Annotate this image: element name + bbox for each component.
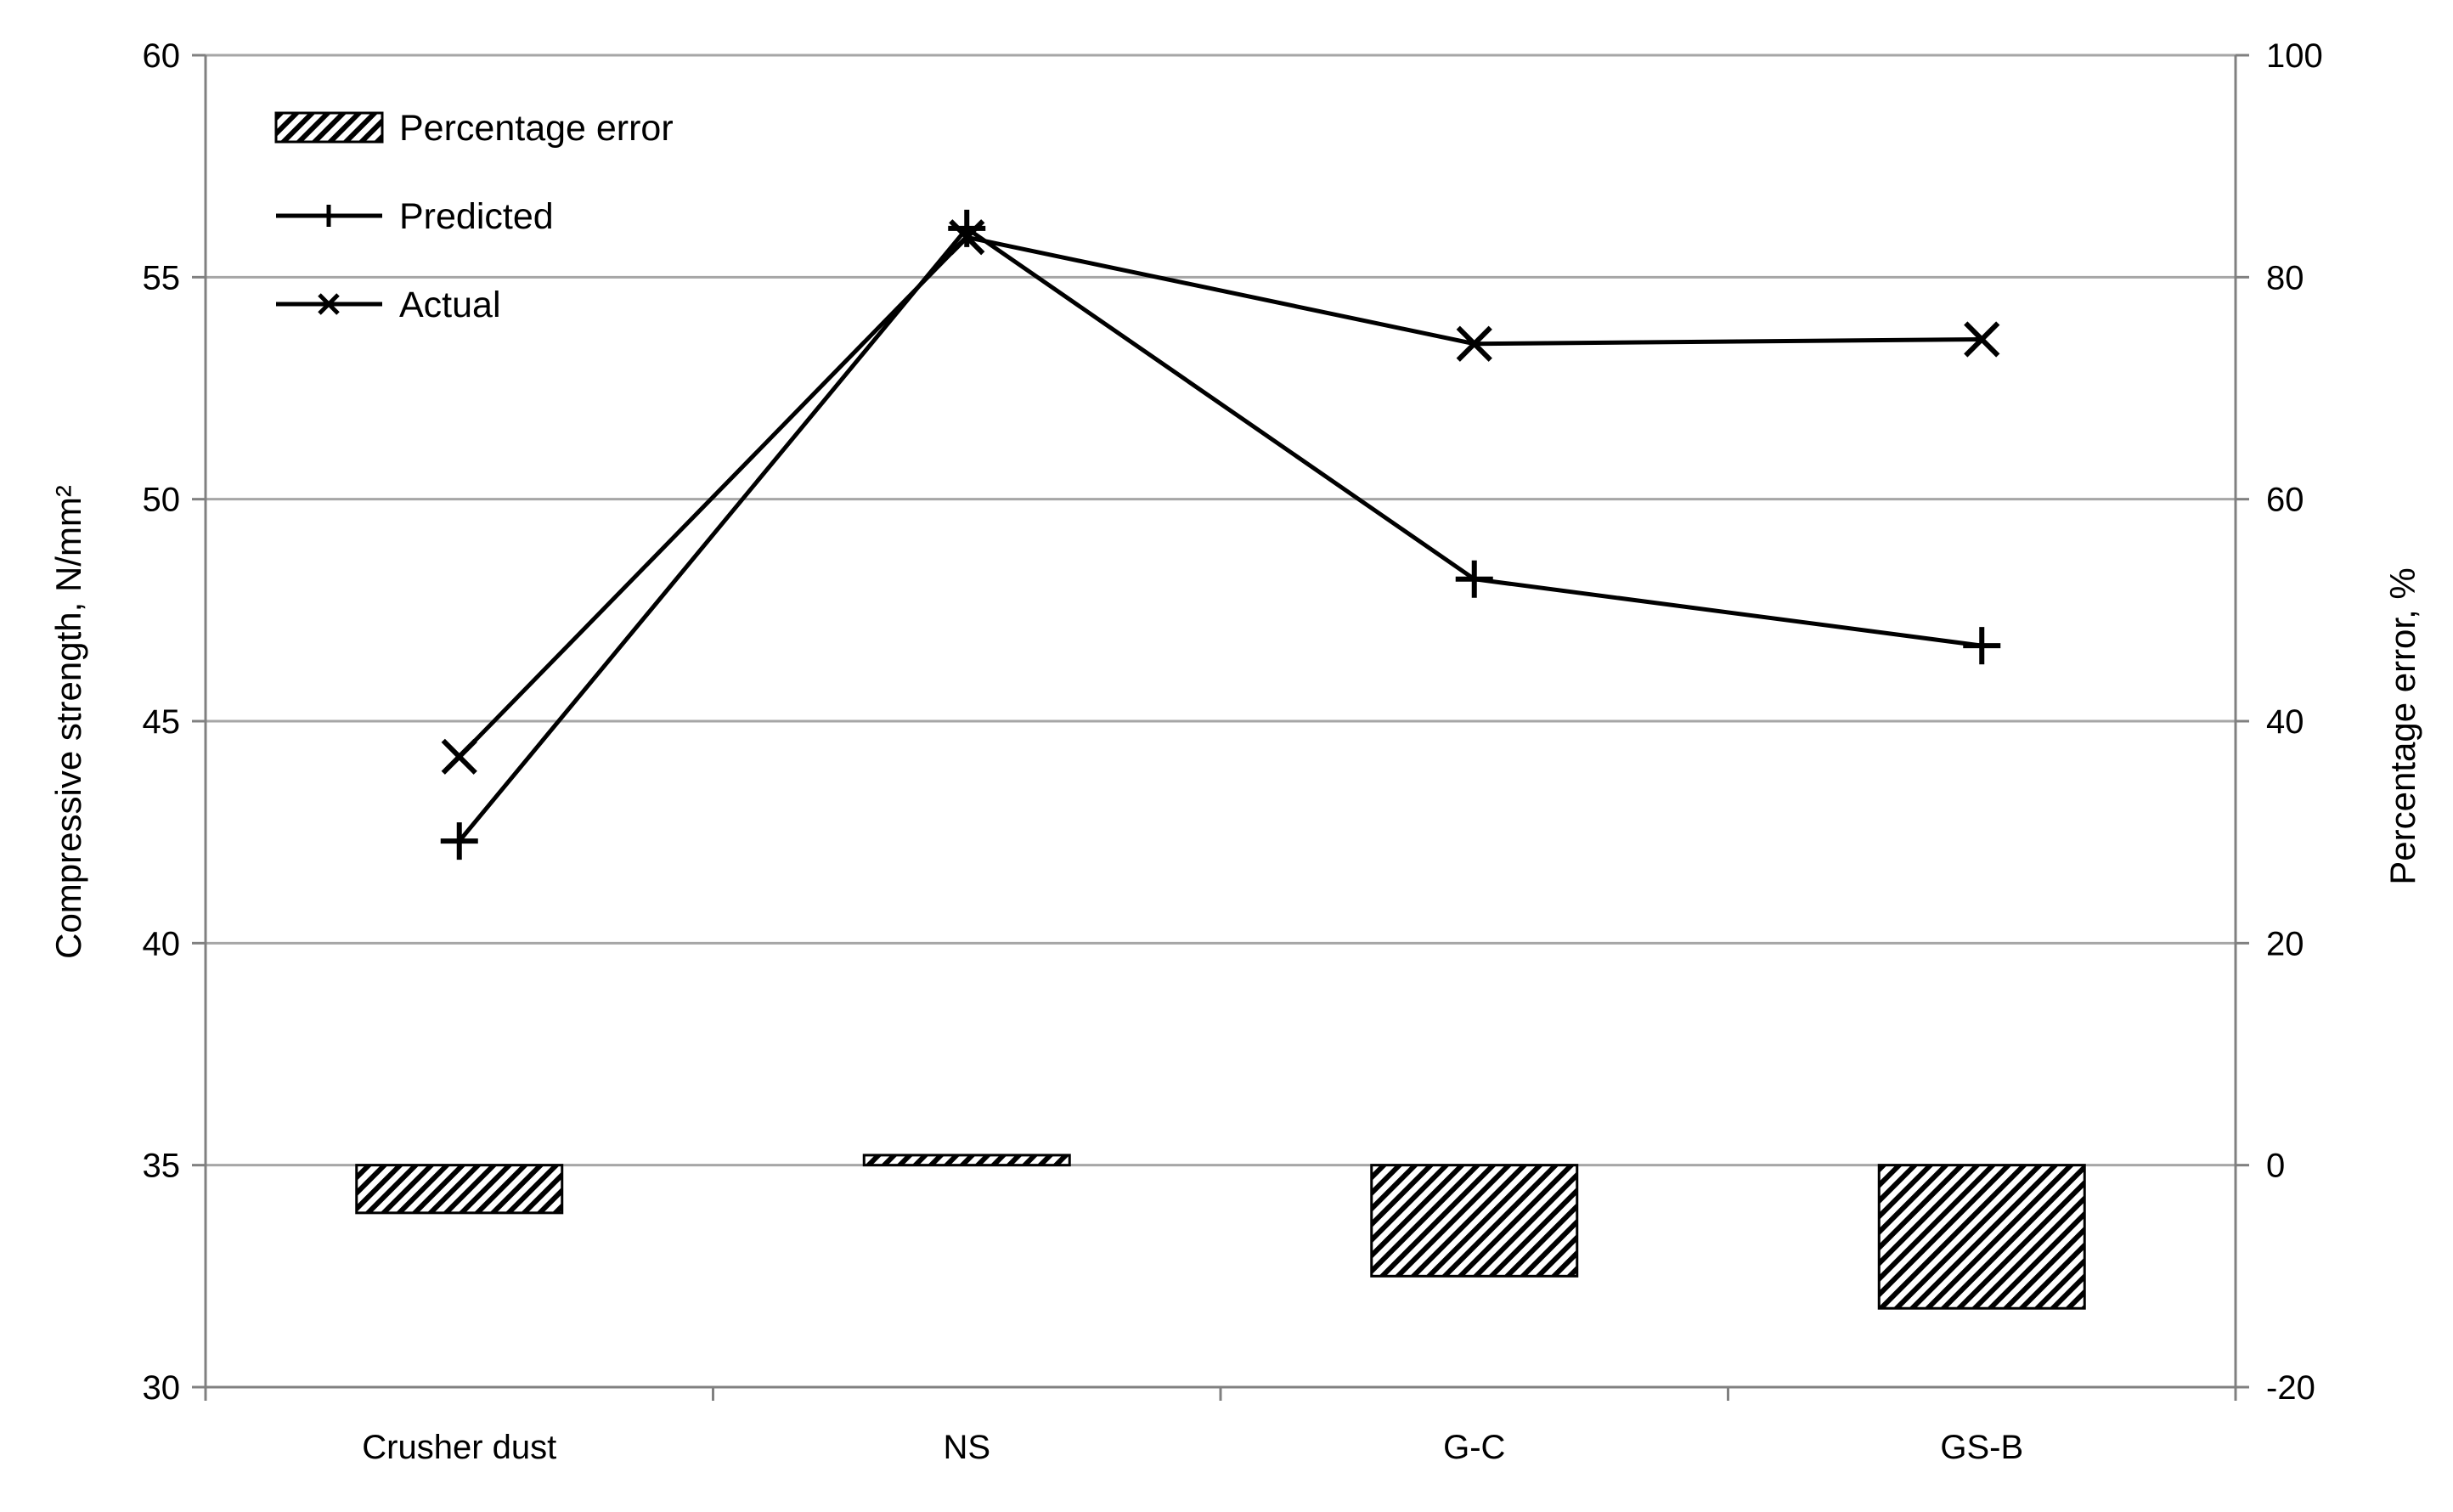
axes: [192, 54, 2249, 1401]
point-actual: [441, 738, 477, 775]
legend-item-predicted: Predicted: [276, 196, 554, 237]
legend-item-percentage-error: Percentage error: [274, 108, 674, 149]
left-tick-label: 40: [143, 925, 181, 962]
point-predicted: [1455, 560, 1493, 598]
right-tick-label: 20: [2266, 925, 2304, 962]
point-actual: [1456, 325, 1492, 362]
left-tick-label: 55: [143, 259, 181, 296]
right-tick-label: 80: [2266, 259, 2304, 296]
category-label: Crusher dust: [362, 1429, 556, 1466]
marker-x: [1456, 325, 1492, 362]
left-axis-title: Compressive strength, N/mm²: [48, 485, 88, 959]
left-tick-label: 35: [143, 1148, 181, 1185]
point-predicted: [440, 822, 478, 860]
right-tick-label: 40: [2266, 703, 2304, 741]
line-predicted: [457, 225, 1982, 843]
legend-swatch: [274, 111, 384, 144]
marker-x: [441, 738, 477, 775]
legend-label: Predicted: [399, 196, 554, 237]
series-lines: [440, 209, 2001, 860]
bar-percentage-error: [1877, 1164, 2086, 1310]
left-axis-tick-labels: 30 35 40 45 50 55 60: [143, 37, 181, 1407]
point-actual: [949, 219, 985, 256]
legend-label: Percentage error: [399, 108, 674, 149]
marker-x: [318, 293, 340, 315]
left-tick-label: 60: [143, 37, 181, 75]
right-tick-label: 60: [2266, 482, 2304, 519]
point-actual: [1964, 321, 2000, 358]
legend-label: Actual: [399, 285, 501, 325]
right-tick-label: -20: [2266, 1369, 2315, 1407]
right-axis-tick-labels: -20 0 20 40 60 80 100: [2266, 37, 2323, 1407]
left-tick-label: 30: [143, 1369, 181, 1407]
percentage-error-bars: [355, 1154, 2086, 1310]
category-label: GS-B: [1940, 1429, 2023, 1466]
legend: Percentage error Predicted Actual: [274, 108, 674, 325]
bar-percentage-error: [862, 1154, 1071, 1167]
marker-x: [1964, 321, 2000, 358]
point-predicted: [1963, 627, 2001, 665]
marker-x: [949, 219, 985, 256]
category-label: G-C: [1443, 1429, 1505, 1466]
left-tick-label: 45: [143, 703, 181, 741]
line-actual: [457, 234, 1982, 759]
category-labels: Crusher dust NS G-C GS-B: [362, 1429, 2023, 1466]
bar-percentage-error: [355, 1164, 564, 1215]
right-axis-title: Percentage error, %: [2383, 567, 2422, 885]
bar-percentage-error: [1370, 1164, 1579, 1278]
right-tick-label: 100: [2266, 37, 2323, 75]
right-tick-label: 0: [2266, 1148, 2285, 1185]
category-label: NS: [943, 1429, 990, 1466]
left-tick-label: 50: [143, 482, 181, 519]
legend-item-actual: Actual: [276, 285, 501, 325]
